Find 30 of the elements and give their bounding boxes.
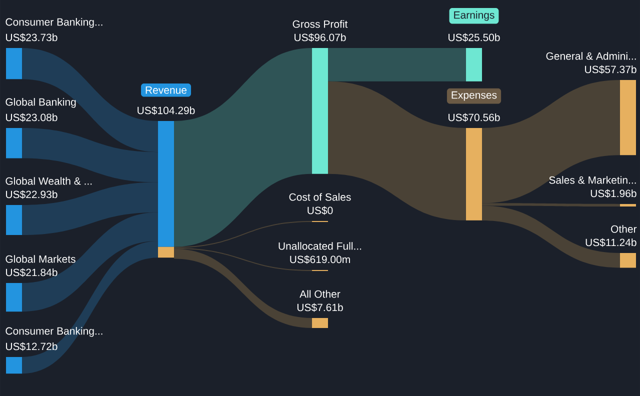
category-label: Consumer Banking... bbox=[6, 18, 102, 28]
data-label: US$0 bbox=[308, 206, 333, 215]
category-label: Revenue bbox=[146, 86, 187, 94]
data-label: US$70.56b bbox=[448, 113, 500, 122]
category-label: Cost of Sales bbox=[289, 193, 351, 201]
category-label: Other bbox=[611, 225, 637, 233]
data-label: US$22.93b bbox=[6, 190, 58, 199]
category-label: Consumer Banking... bbox=[6, 327, 102, 337]
data-label: US$21.84b bbox=[6, 268, 58, 277]
category-label: All Other bbox=[300, 290, 340, 298]
category-label: Expenses bbox=[452, 91, 497, 101]
data-label: US$12.72b bbox=[6, 342, 58, 351]
category-label: Gross Profit bbox=[292, 20, 348, 28]
category-label: Global Markets bbox=[6, 255, 76, 263]
category-label: Global Wealth & ... bbox=[6, 177, 92, 185]
category-label: Earnings bbox=[454, 11, 494, 21]
data-label: US$619.00m bbox=[290, 255, 350, 264]
data-label: US$23.08b bbox=[6, 113, 58, 122]
data-label: US$1.96b bbox=[590, 189, 636, 198]
data-label: US$7.61b bbox=[297, 303, 343, 312]
data-label: US$57.37b bbox=[585, 65, 636, 74]
category-label: General & Admini... bbox=[546, 52, 636, 60]
data-label: US$25.50b bbox=[448, 33, 500, 42]
data-label: US$96.07b bbox=[294, 33, 346, 42]
category-label: Global Banking bbox=[6, 98, 76, 108]
category-label: Sales & Marketin... bbox=[549, 176, 636, 184]
category-label: Unallocated Full... bbox=[278, 242, 362, 250]
data-label: US$11.24b bbox=[586, 238, 636, 247]
data-label: US$104.29b bbox=[138, 106, 195, 115]
data-label: US$23.73b bbox=[6, 33, 58, 42]
